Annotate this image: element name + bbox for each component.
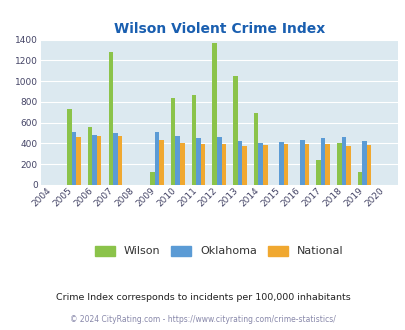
Bar	[315, 160, 320, 185]
Bar	[232, 76, 237, 185]
Bar	[262, 145, 267, 185]
Bar	[341, 137, 345, 185]
Bar	[221, 144, 226, 185]
Bar	[216, 137, 221, 185]
Bar	[108, 51, 113, 185]
Text: Crime Index corresponds to incidents per 100,000 inhabitants: Crime Index corresponds to incidents per…	[55, 292, 350, 302]
Bar	[179, 143, 184, 185]
Bar	[71, 132, 76, 185]
Bar	[159, 140, 163, 185]
Bar	[324, 144, 329, 185]
Bar	[320, 138, 324, 185]
Bar	[171, 98, 175, 185]
Bar	[336, 143, 341, 185]
Text: © 2024 CityRating.com - https://www.cityrating.com/crime-statistics/: © 2024 CityRating.com - https://www.city…	[70, 315, 335, 324]
Bar	[117, 136, 122, 185]
Bar	[76, 137, 81, 185]
Title: Wilson Violent Crime Index: Wilson Violent Crime Index	[113, 22, 324, 36]
Bar	[212, 43, 216, 185]
Bar	[92, 135, 97, 185]
Bar	[345, 146, 350, 185]
Bar	[242, 147, 246, 185]
Bar	[97, 136, 101, 185]
Bar	[175, 136, 179, 185]
Bar	[237, 141, 242, 185]
Bar	[253, 113, 258, 185]
Bar	[191, 95, 196, 185]
Bar	[299, 140, 304, 185]
Bar	[154, 132, 159, 185]
Bar	[67, 109, 71, 185]
Bar	[87, 127, 92, 185]
Legend: Wilson, Oklahoma, National: Wilson, Oklahoma, National	[90, 241, 347, 261]
Bar	[150, 172, 154, 185]
Bar	[283, 144, 288, 185]
Bar	[258, 143, 262, 185]
Bar	[304, 144, 309, 185]
Bar	[362, 141, 366, 185]
Bar	[366, 145, 371, 185]
Bar	[196, 138, 200, 185]
Bar	[279, 142, 283, 185]
Bar	[357, 172, 362, 185]
Bar	[200, 144, 205, 185]
Bar	[113, 133, 117, 185]
